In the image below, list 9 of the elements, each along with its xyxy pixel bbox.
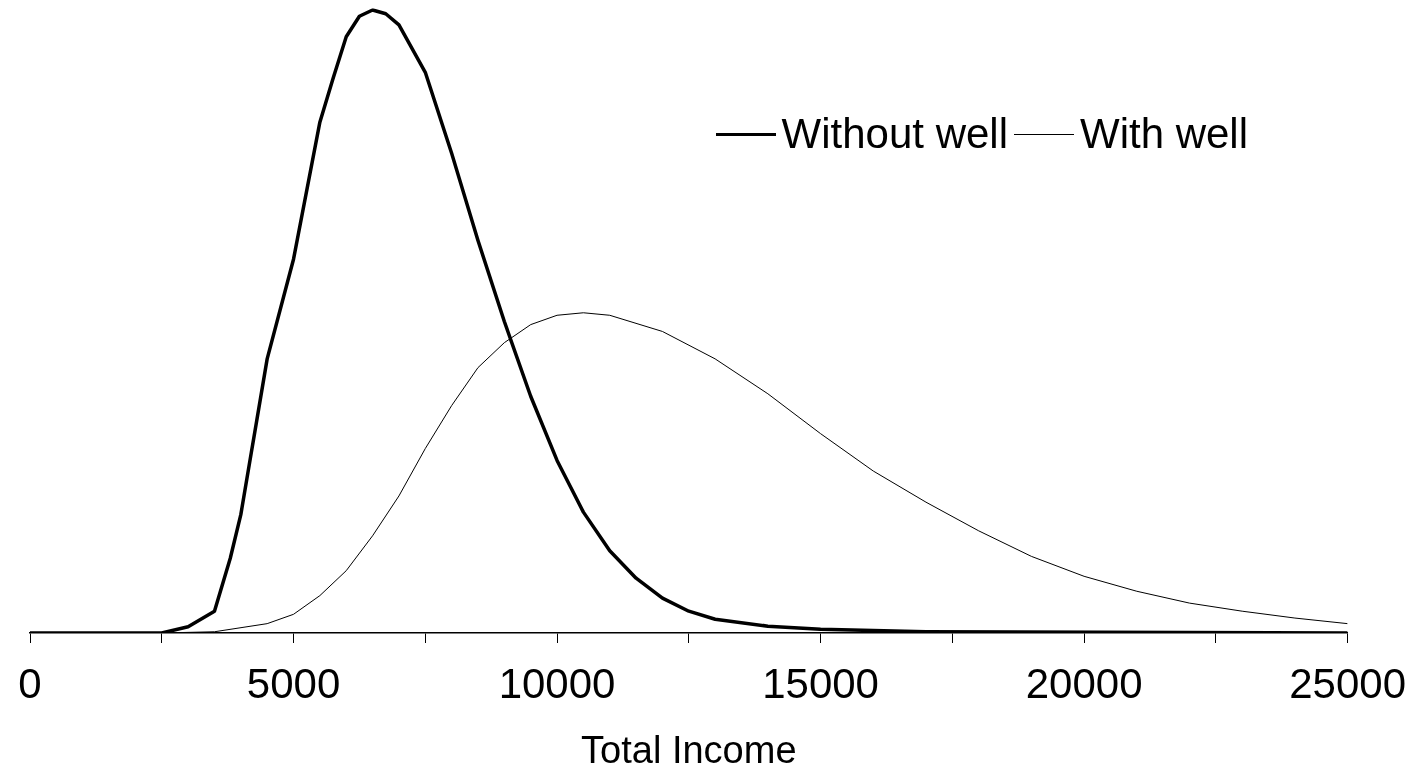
legend-label: With well: [1080, 110, 1249, 158]
x-tick-label: 20000: [1025, 659, 1143, 707]
x-tick-label: 15000: [762, 659, 879, 707]
x-tick-label: 25000: [1289, 659, 1406, 707]
x-tick-label: 10000: [498, 659, 616, 707]
x-tick-label: 0: [18, 659, 42, 707]
x-axis-title: Total Income: [581, 728, 797, 771]
x-tick-label: 5000: [246, 659, 341, 707]
legend-label: Without well: [781, 110, 1008, 158]
